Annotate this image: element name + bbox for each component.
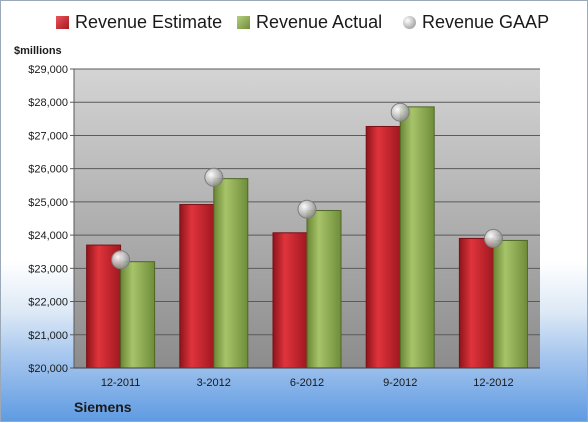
y-tick-label: $29,000 — [28, 64, 68, 76]
y-axis-ticks: $20,000 $21,000 $22,000 $23,000 $24,000 $25,0… — [28, 64, 75, 375]
legend: Revenue Estimate Revenue Actual Revenue … — [1, 9, 588, 35]
bar-actual — [306, 210, 342, 369]
bar-estimate — [179, 204, 215, 369]
bar-estimate — [365, 125, 401, 369]
legend-item-actual: Revenue Actual — [237, 9, 382, 35]
point-gaap — [204, 167, 224, 187]
legend-label-actual: Revenue Actual — [256, 11, 383, 32]
bar-actual — [399, 106, 435, 369]
bars — [86, 102, 528, 369]
y-tick-label: $26,000 — [28, 164, 68, 176]
legend-item-estimate: Revenue Estimate — [56, 9, 222, 35]
legend-swatch-gaap — [403, 15, 416, 29]
x-tick-label: 3-2012 — [197, 377, 231, 389]
x-tick-label: 12-2011 — [101, 377, 141, 389]
legend-label-estimate: Revenue Estimate — [75, 11, 223, 32]
y-tick-label: $25,000 — [28, 197, 68, 209]
company-name: Siemens — [74, 399, 132, 415]
y-tick-label: $27,000 — [28, 130, 68, 142]
bar-actual — [492, 239, 528, 369]
bar-actual — [120, 261, 156, 369]
bar-estimate — [458, 237, 494, 369]
bar-actual — [213, 178, 249, 369]
legend-swatch-estimate — [56, 15, 69, 29]
bar-estimate — [272, 232, 308, 369]
y-tick-label: $23,000 — [28, 263, 68, 275]
y-tick-label: $24,000 — [28, 230, 68, 242]
legend-item-gaap: Revenue GAAP — [403, 9, 549, 35]
x-axis-ticks: 12-2011 3-2012 6-2012 9-2012 12-2012 — [74, 367, 540, 389]
x-tick-label: 6-2012 — [290, 377, 324, 389]
legend-label-gaap: Revenue GAAP — [422, 11, 550, 32]
y-tick-label: $20,000 — [28, 363, 68, 375]
point-gaap — [483, 228, 503, 248]
point-gaap — [297, 199, 317, 219]
x-tick-label: 9-2012 — [383, 377, 417, 389]
y-tick-label: $22,000 — [28, 297, 68, 309]
y-tick-label: $21,000 — [28, 330, 68, 342]
y-tick-label: $28,000 — [28, 97, 68, 109]
y-axis-title: $millions — [14, 45, 62, 57]
point-gaap — [390, 102, 410, 122]
x-tick-label: 12-2012 — [473, 377, 513, 389]
legend-swatch-actual — [237, 15, 250, 29]
point-gaap — [111, 250, 131, 270]
